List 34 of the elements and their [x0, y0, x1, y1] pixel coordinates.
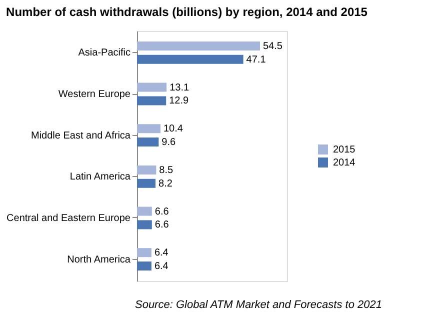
y-tick-label: Latin America — [70, 172, 131, 183]
bar — [137, 262, 152, 271]
data-label: 47.1 — [246, 54, 266, 66]
bar — [137, 178, 156, 188]
y-tick-label: Central and Eastern Europe — [6, 212, 131, 224]
y-tick-label: Middle East and Africa — [31, 130, 131, 142]
chart-title: Number of cash withdrawals (billions) by region, 2014 and 2015 — [6, 5, 368, 19]
data-label: 6.6 — [154, 206, 170, 218]
bar — [137, 220, 152, 230]
data-label: 13.1 — [170, 82, 190, 94]
data-label: 54.5 — [263, 40, 283, 52]
data-label: 10.4 — [163, 124, 184, 135]
y-tick-label: Asia-Pacific — [78, 48, 130, 59]
bar — [137, 248, 152, 258]
data-label: 6.6 — [154, 220, 170, 231]
y-tick-label: Western Europe — [58, 89, 131, 100]
data-label: 12.9 — [169, 96, 190, 107]
data-label: 6.4 — [154, 261, 169, 272]
data-label: 8.5 — [159, 164, 174, 176]
bar — [137, 41, 260, 50]
data-label: 6.4 — [154, 248, 169, 259]
bar — [137, 82, 167, 92]
bar — [137, 206, 152, 216]
bar — [137, 124, 160, 134]
bar — [137, 54, 244, 64]
legend-label: 2014 — [333, 158, 356, 168]
data-label: 9.6 — [162, 137, 176, 148]
bar — [137, 138, 159, 147]
bar — [137, 96, 166, 106]
bar — [137, 165, 156, 174]
legend-label: 2015 — [333, 144, 356, 156]
y-tick-label: North America — [67, 254, 131, 266]
source-note: Source: Global ATM Market and Forecasts to 2021 — [134, 299, 382, 311]
data-label: 8.2 — [158, 178, 173, 190]
